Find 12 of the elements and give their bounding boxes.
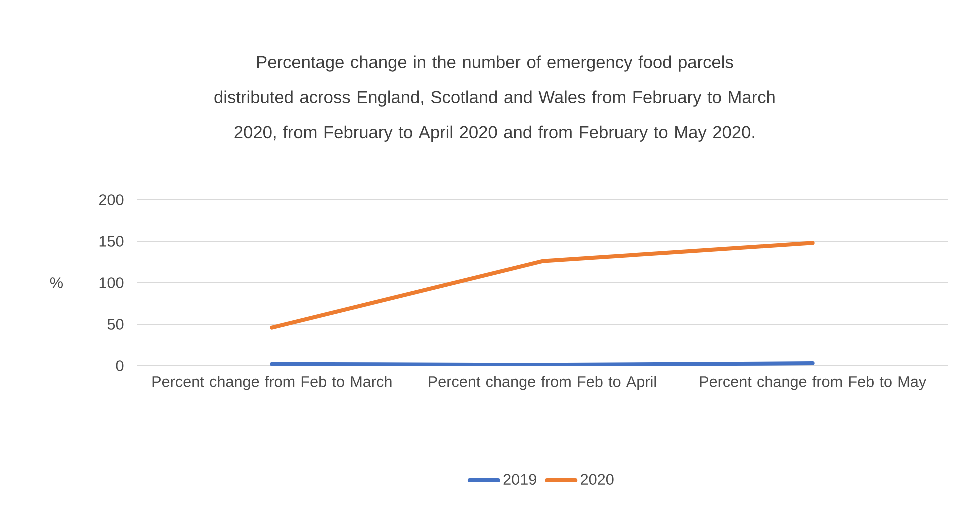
x-tick-label: Percent change from Feb to April [429, 376, 656, 390]
legend-label: 2019 [504, 474, 536, 486]
x-tick-label: Percent change from Feb to March [152, 376, 392, 390]
y-tick-label: 0 [116, 360, 124, 372]
y-tick-label: 100 [100, 278, 124, 288]
chart-title: Percentage change in the number of emergency food parcels distributed across England, Scotland and Wales from February to March 2020, from February to April 2020 and from February to May 2020. [214, 56, 775, 142]
legend-label: 2020 [581, 474, 614, 486]
y-axis-title: % [50, 278, 63, 288]
y-tick-label: 50 [108, 319, 124, 330]
x-tick-label: Percent change from Feb to May [700, 376, 927, 390]
y-tick-label: 150 [100, 236, 124, 247]
y-tick-label: 200 [99, 194, 124, 206]
